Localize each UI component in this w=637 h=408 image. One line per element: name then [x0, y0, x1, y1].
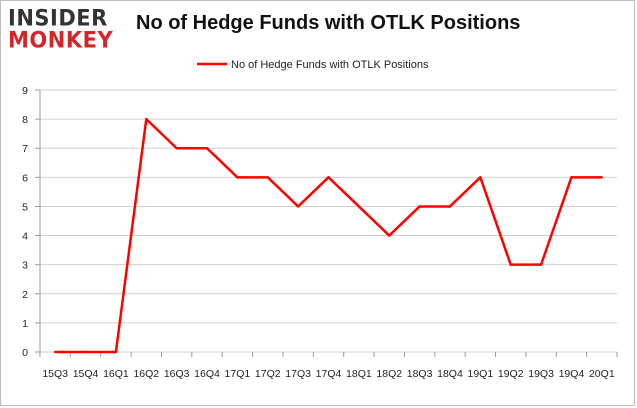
x-axis-ticks: 15Q3 15Q4 16Q1 16Q2 16Q3 16Q4 17Q1 17Q2 17Q3 17Q4…	[39, 352, 618, 380]
data-point-19Q3	[539, 263, 543, 266]
x-tick-label-17Q4: 17Q4	[316, 368, 342, 380]
y-tick-label-2: 2	[22, 289, 28, 301]
legend: No of Hedge Funds with OTLK Positions	[197, 59, 429, 71]
x-tick-label-15Q4: 15Q4	[73, 368, 99, 380]
x-tick-label-18Q2: 18Q2	[376, 368, 402, 380]
y-tick-label-4: 4	[22, 231, 28, 243]
data-point-18Q1	[357, 205, 361, 208]
y-tick-label-9: 9	[22, 85, 28, 97]
y-tick-label-1: 1	[22, 318, 28, 330]
data-point-16Q2	[145, 117, 148, 121]
data-point-17Q3	[296, 205, 300, 208]
logo-line-1: INSIDER	[8, 5, 108, 31]
y-tick-label-0: 0	[22, 347, 28, 359]
x-tick-label-16Q3: 16Q3	[164, 368, 190, 380]
x-tick-label-15Q3: 15Q3	[42, 368, 68, 380]
chart-title: No of Hedge Funds with OTLK Positions	[136, 12, 521, 34]
y-axis-ticks: 0 1 2 3 4 5 6 7 8 9	[22, 85, 40, 359]
data-point-16Q4	[205, 147, 209, 150]
x-tick-label-16Q2: 16Q2	[133, 368, 159, 380]
x-tick-label-19Q3: 19Q3	[528, 368, 554, 380]
data-point-19Q4	[570, 176, 573, 179]
data-point-15Q3	[53, 350, 57, 354]
series-group	[53, 117, 604, 354]
x-tick-label-18Q3: 18Q3	[407, 368, 433, 380]
y-tick-label-6: 6	[22, 172, 28, 184]
data-point-17Q4	[327, 176, 330, 179]
y-tick-label-7: 7	[22, 143, 28, 155]
y-tick-label-5: 5	[22, 201, 28, 213]
data-point-18Q4	[448, 205, 452, 208]
insider-monkey-logo: INSIDER MONKEY	[8, 5, 118, 54]
data-point-16Q3	[175, 147, 178, 150]
legend-label: No of Hedge Funds with OTLK Positions	[231, 59, 429, 71]
data-point-17Q1	[236, 176, 239, 179]
x-tick-label-20Q1: 20Q1	[589, 368, 615, 380]
data-point-19Q2	[509, 263, 512, 266]
data-point-16Q1	[114, 350, 118, 354]
x-tick-label-16Q4: 16Q4	[194, 368, 220, 380]
data-point-18Q3	[418, 205, 421, 208]
x-tick-label-19Q1: 19Q1	[467, 368, 493, 380]
data-point-20Q1	[600, 176, 604, 179]
data-point-17Q2	[266, 176, 269, 179]
y-tick-label-3: 3	[22, 260, 28, 272]
data-point-19Q1	[479, 176, 482, 179]
x-tick-label-17Q1: 17Q1	[225, 368, 251, 380]
x-tick-label-19Q4: 19Q4	[559, 368, 585, 380]
y-tick-label-8: 8	[22, 114, 28, 126]
x-tick-label-17Q2: 17Q2	[255, 368, 281, 380]
x-tick-label-18Q4: 18Q4	[437, 368, 463, 380]
logo-line-2: MONKEY	[8, 27, 114, 53]
gridlines	[39, 89, 617, 353]
x-tick-label-17Q3: 17Q3	[285, 368, 311, 380]
x-tick-label-18Q1: 18Q1	[346, 368, 372, 380]
data-point-18Q2	[388, 234, 391, 237]
x-tick-label-16Q1: 16Q1	[103, 368, 129, 380]
x-tick-label-19Q2: 19Q2	[498, 368, 524, 380]
data-point-15Q4	[84, 350, 87, 354]
